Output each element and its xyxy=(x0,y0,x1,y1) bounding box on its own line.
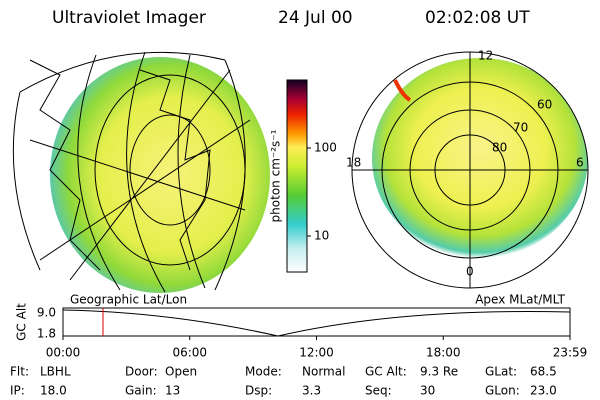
status-value: LBHL xyxy=(40,365,71,379)
status-value: 9.3 Re xyxy=(420,365,458,379)
polar-image xyxy=(372,58,588,258)
instrument: Ultraviolet Imager xyxy=(52,8,206,28)
status-value: 68.5 xyxy=(530,365,557,379)
status-value: Normal xyxy=(302,365,345,379)
status-value: 30 xyxy=(420,384,435,398)
status-value: 13 xyxy=(165,384,180,398)
status-key: Seq: xyxy=(365,384,392,398)
status-value: 3.3 xyxy=(302,384,321,398)
x-tick-label: 06:00 xyxy=(172,346,207,360)
lat-label: 80 xyxy=(492,141,507,155)
altitude-y-label: 1.8 xyxy=(37,327,56,341)
mlt-label: 0 xyxy=(466,265,474,279)
polar-caption: Apex MLat/MLT xyxy=(475,293,565,307)
colorbar-tick: 100 xyxy=(314,141,337,155)
status-key: Dsp: xyxy=(245,384,272,398)
status-key: Gain: xyxy=(125,384,157,398)
lat-label: 70 xyxy=(513,121,528,135)
status-value: 23.0 xyxy=(530,384,557,398)
geo-caption: Geographic Lat/Lon xyxy=(70,293,187,307)
status-key: GLon: xyxy=(485,384,520,398)
x-tick-label: 00:00 xyxy=(46,346,81,360)
date: 24 Jul 00 xyxy=(278,8,353,28)
lat-label: 60 xyxy=(537,98,552,112)
x-tick-label: 12:00 xyxy=(299,346,334,360)
status-key: Mode: xyxy=(245,365,282,379)
colorbar-tick: 10 xyxy=(314,229,329,243)
mlt-label: 12 xyxy=(478,49,493,63)
status-key: GC Alt: xyxy=(365,365,407,379)
status-value: 18.0 xyxy=(40,384,67,398)
status-value: Open xyxy=(165,365,197,379)
time: 02:02:08 UT xyxy=(425,8,530,28)
status-key: GLat: xyxy=(485,365,517,379)
altitude-curve xyxy=(62,309,571,337)
status-key: Door: xyxy=(125,365,158,379)
x-tick-label: 23:59 xyxy=(553,346,588,360)
status-key: Flt: xyxy=(10,365,29,379)
x-tick-label: 18:00 xyxy=(426,346,461,360)
altitude-label: GC Alt xyxy=(15,303,29,341)
colorbar-label: photon cm⁻²s⁻¹ xyxy=(269,129,283,222)
altitude-y-label: 9.0 xyxy=(37,306,56,320)
mlt-label: 6 xyxy=(576,156,584,170)
geo-image xyxy=(12,51,270,293)
mlt-label: 18 xyxy=(346,156,361,170)
colorbar xyxy=(286,79,308,273)
status-key: IP: xyxy=(10,384,25,398)
polar-grid xyxy=(351,51,589,289)
